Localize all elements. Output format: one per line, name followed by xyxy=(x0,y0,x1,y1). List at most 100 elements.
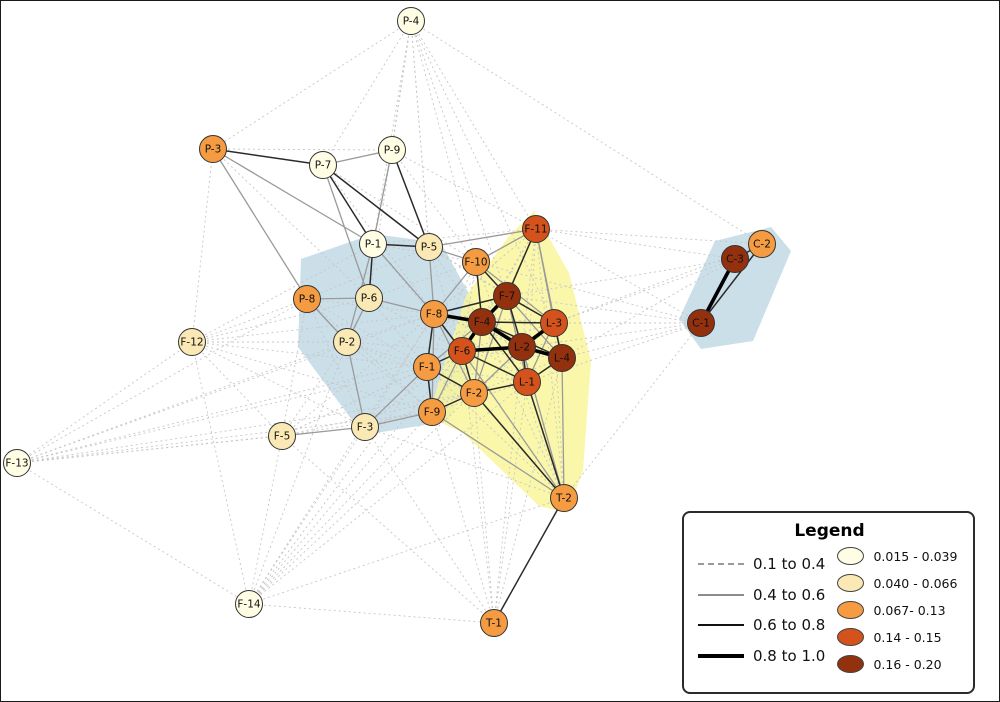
edge-T-2-L-1 xyxy=(526,381,565,499)
node-L-4: L-4 xyxy=(548,344,576,372)
node-range-label: 0.14 - 0.15 xyxy=(873,629,942,645)
node-label-P-1: P-1 xyxy=(365,239,382,251)
edge-C-2-L-3 xyxy=(553,243,763,324)
edge-C-3-L-4 xyxy=(561,258,736,359)
node-circle-P-5 xyxy=(415,233,443,261)
edge-P-9-F-10 xyxy=(391,149,477,263)
node-F-11: F-11 xyxy=(522,215,550,243)
legend-edge-item: 0.4 to 0.6 xyxy=(698,586,831,604)
edge-P-2-F-8 xyxy=(346,313,435,343)
node-label-P-6: P-6 xyxy=(361,293,378,305)
node-P-1: P-1 xyxy=(359,230,387,258)
node-circle-F-9 xyxy=(418,398,446,426)
node-circle-P-2 xyxy=(333,328,361,356)
node-label-P-8: P-8 xyxy=(299,294,316,306)
node-C-3: C-3 xyxy=(721,245,749,273)
edge-T-2-F-4 xyxy=(481,321,565,499)
node-F-14: F-14 xyxy=(235,590,263,618)
node-label-L-4: L-4 xyxy=(554,353,570,365)
edge-F-12-F-8 xyxy=(191,313,435,343)
edge-F-13-P-8 xyxy=(16,298,308,464)
node-label-P-7: P-7 xyxy=(315,160,332,172)
edge-P-4-P-1 xyxy=(372,20,412,245)
node-label-F-11: F-11 xyxy=(524,224,547,236)
edge-F-12-F-1 xyxy=(191,341,428,368)
node-F-10: F-10 xyxy=(462,248,490,276)
node-label-F-14: F-14 xyxy=(237,599,261,611)
node-circle-P-9 xyxy=(378,136,406,164)
node-circle-F-13 xyxy=(3,449,31,477)
edge-F-13-F-12 xyxy=(16,341,193,464)
edge-P-4-L-3 xyxy=(410,20,555,324)
edge-F-14-F-12 xyxy=(191,341,250,605)
node-label-P-9: P-9 xyxy=(384,145,401,157)
edge-T-1-F-6 xyxy=(461,350,495,624)
node-label-F-8: F-8 xyxy=(426,309,443,321)
region-blue-left xyxy=(298,234,475,435)
node-label-P-4: P-4 xyxy=(403,16,420,28)
edge-F-13-F-14 xyxy=(16,462,250,605)
edge-C-1-L-1 xyxy=(526,322,702,383)
node-F-1: F-1 xyxy=(413,353,441,381)
edge-P-2-F-9 xyxy=(346,341,433,413)
edge-style-label: 0.4 to 0.6 xyxy=(753,585,826,604)
edge-P-9-P-5 xyxy=(391,149,430,248)
edge-P-2-F-1 xyxy=(346,341,428,368)
edge-F-3-F-1 xyxy=(364,366,428,428)
node-range-label: 0.015 - 0.039 xyxy=(873,548,958,564)
legend-edge-item: 0.8 to 1.0 xyxy=(698,647,831,665)
edge-F-9-T-2 xyxy=(431,411,565,499)
node-P-8: P-8 xyxy=(293,285,321,313)
edge-C-1-L-4 xyxy=(561,322,702,359)
edge-P-8-F-9 xyxy=(306,298,433,413)
node-range-label: 0.067- 0.13 xyxy=(873,602,946,618)
node-C-2: C-2 xyxy=(748,230,776,258)
edge-P-7-P-6 xyxy=(322,164,370,299)
edge-F-10-F-1 xyxy=(426,261,477,368)
node-circle-T-2 xyxy=(550,484,578,512)
node-L-1: L-1 xyxy=(513,368,541,396)
legend-node-column: 0.015 - 0.039 0.040 - 0.066 0.067- 0.13 … xyxy=(837,547,961,675)
node-label-F-2: F-2 xyxy=(466,388,483,400)
node-label-L-2: L-2 xyxy=(514,342,530,354)
node-circle-F-10 xyxy=(462,248,490,276)
edge-T-1-F-3 xyxy=(364,426,495,624)
node-P-3: P-3 xyxy=(199,135,227,163)
edge-F-14-F-2 xyxy=(248,392,475,605)
edge-F-14-T-2 xyxy=(248,497,565,605)
edge-P-8-F-8 xyxy=(306,298,435,315)
node-F-3: F-3 xyxy=(351,413,379,441)
edge-F-14-F-8 xyxy=(248,313,435,605)
node-color-swatch xyxy=(837,547,865,565)
edge-T-1-F-9 xyxy=(431,411,495,624)
legend-node-item: 0.040 - 0.066 xyxy=(837,574,961,592)
node-label-T-2: T-2 xyxy=(555,493,572,505)
node-circle-F-4 xyxy=(468,308,496,336)
node-label-F-6: F-6 xyxy=(454,346,471,358)
node-circle-P-3 xyxy=(199,135,227,163)
node-T-2: T-2 xyxy=(550,484,578,512)
node-circle-F-14 xyxy=(235,590,263,618)
edge-P-9-F-11 xyxy=(391,149,537,230)
node-circle-F-5 xyxy=(268,422,296,450)
edge-P-3-P-1 xyxy=(212,148,374,245)
edge-F-12-F-9 xyxy=(191,341,433,413)
edge-P-4-C-2 xyxy=(410,20,763,245)
node-color-swatch xyxy=(837,655,865,673)
node-circle-C-2 xyxy=(748,230,776,258)
edge-C-3-L-3 xyxy=(553,258,736,324)
node-label-C-3: C-3 xyxy=(726,254,744,266)
edge-P-6-F-1 xyxy=(368,297,428,368)
edge-T-1-T-2 xyxy=(493,497,565,624)
node-circle-F-12 xyxy=(178,328,206,356)
edge-P-3-P-8 xyxy=(212,148,308,300)
node-label-C-2: C-2 xyxy=(753,239,771,251)
edge-style-gray-sample xyxy=(698,593,744,596)
node-circle-L-3 xyxy=(540,309,568,337)
node-circle-P-7 xyxy=(309,151,337,179)
edge-P-2-F-3 xyxy=(346,341,366,428)
edge-P-8-F-3 xyxy=(306,298,366,428)
node-circle-F-3 xyxy=(351,413,379,441)
node-label-F-5: F-5 xyxy=(274,431,291,443)
